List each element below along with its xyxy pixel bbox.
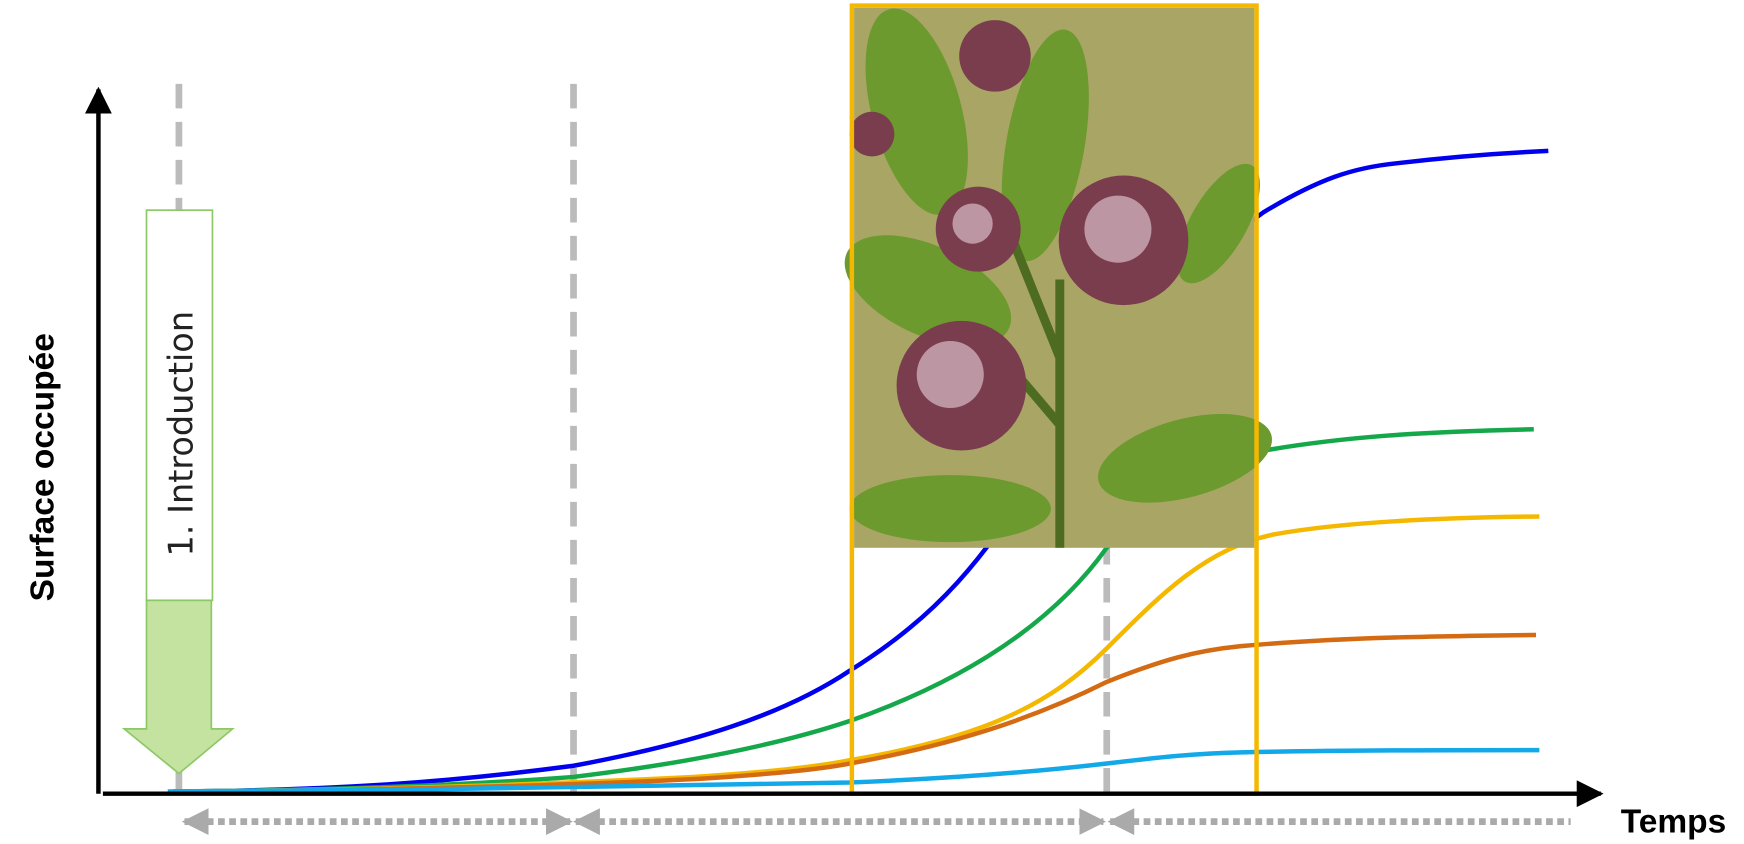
flower-highlights <box>916 195 1152 409</box>
phase-label: 1. Introduction <box>161 311 200 557</box>
label-box <box>145 209 214 602</box>
leaf <box>849 475 1051 543</box>
highlight <box>916 340 984 409</box>
curve-cyan <box>167 747 1540 794</box>
leaves <box>844 8 1272 543</box>
flower <box>849 111 895 157</box>
highlight <box>952 203 993 244</box>
curve-orange <box>173 632 1537 794</box>
highlight <box>1084 195 1152 263</box>
x-axis-title: Temps <box>1621 804 1727 841</box>
leaf <box>865 8 968 216</box>
leaf <box>1098 414 1272 503</box>
flower <box>959 20 1031 92</box>
y-axis-title: Surface occupée <box>25 333 62 601</box>
photo <box>844 3 1272 796</box>
leaf <box>1001 29 1089 262</box>
curve-green <box>173 427 1534 794</box>
arrow-shape <box>121 599 235 775</box>
introduction-arrow: 1. Introduction <box>121 209 235 775</box>
leaf <box>1177 163 1260 284</box>
